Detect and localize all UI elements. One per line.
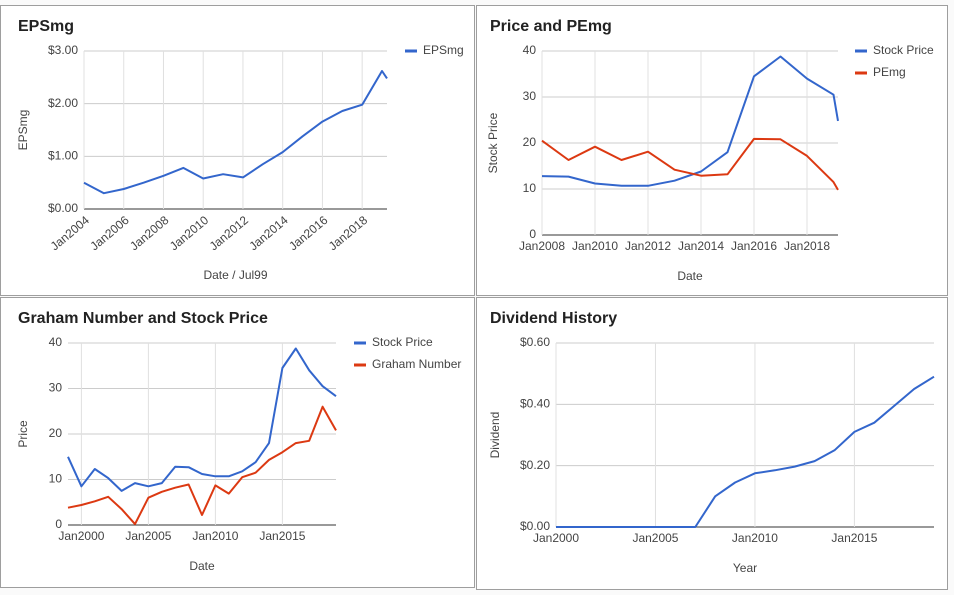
x-axis-label: Date / Jul99	[203, 268, 267, 282]
series-line	[541, 137, 839, 191]
x-tick-label: Jan2015	[831, 531, 877, 545]
x-axis-label: Date	[189, 559, 215, 573]
legend-label: PEmg	[873, 65, 906, 79]
y-tick-label: $0.40	[520, 397, 550, 411]
y-axis-label: EPSmg	[16, 110, 30, 151]
y-tick-label: 20	[523, 135, 537, 149]
y-tick-label: 20	[49, 426, 63, 440]
y-tick-label: 10	[49, 472, 63, 486]
y-axis-label: Dividend	[488, 412, 502, 459]
x-tick-label: Jan2018	[784, 239, 830, 253]
series-line	[541, 55, 839, 187]
series-line	[67, 347, 337, 492]
legend-label: EPSmg	[423, 43, 464, 57]
x-axis-label: Year	[733, 561, 757, 575]
y-tick-label: $0.60	[520, 335, 550, 349]
y-tick-label: 40	[523, 43, 537, 57]
chart-title: Graham Number and Stock Price	[18, 310, 268, 327]
x-tick-label: Jan2012	[625, 239, 671, 253]
x-tick-label: Jan2015	[259, 529, 305, 543]
chart-title: Dividend History	[490, 310, 617, 327]
chart-title: EPSmg	[18, 18, 74, 35]
x-tick-label: Jan2010	[192, 529, 238, 543]
y-tick-label: $3.00	[48, 43, 78, 57]
y-axis-label: Stock Price	[486, 112, 500, 173]
x-tick-label: Jan2010	[572, 239, 618, 253]
y-tick-label: $0.00	[520, 519, 550, 533]
y-tick-label: 40	[49, 335, 63, 349]
y-tick-label: $1.00	[48, 149, 78, 163]
y-tick-label: 30	[523, 89, 537, 103]
y-tick-label: $0.20	[520, 458, 550, 472]
series-line	[556, 375, 935, 528]
series-line	[67, 405, 337, 526]
x-tick-label: Jan2014	[678, 239, 724, 253]
x-tick-label: Jan2000	[533, 531, 579, 545]
chart-panel	[476, 297, 948, 590]
y-axis-label: Price	[16, 420, 30, 448]
x-tick-label: Jan2008	[519, 239, 565, 253]
y-tick-label: $0.00	[48, 201, 78, 215]
chart-title: Price and PEmg	[490, 18, 612, 35]
x-tick-label: Jan2005	[632, 531, 678, 545]
x-tick-label: Jan2010	[732, 531, 778, 545]
legend-label: Graham Number	[372, 357, 461, 371]
x-tick-label: Jan2005	[125, 529, 171, 543]
chart-panel	[0, 5, 475, 296]
legend-label: Stock Price	[372, 335, 433, 349]
chart-panel	[0, 297, 475, 588]
y-tick-label: 30	[49, 381, 63, 395]
x-axis-label: Date	[677, 269, 703, 283]
y-tick-label: 0	[55, 517, 62, 531]
y-tick-label: 10	[523, 181, 537, 195]
x-tick-label: Jan2016	[731, 239, 777, 253]
series-line	[83, 70, 388, 195]
x-tick-label: Jan2000	[58, 529, 104, 543]
y-tick-label: $2.00	[48, 96, 78, 110]
y-tick-label: 0	[529, 227, 536, 241]
legend-label: Stock Price	[873, 43, 934, 57]
